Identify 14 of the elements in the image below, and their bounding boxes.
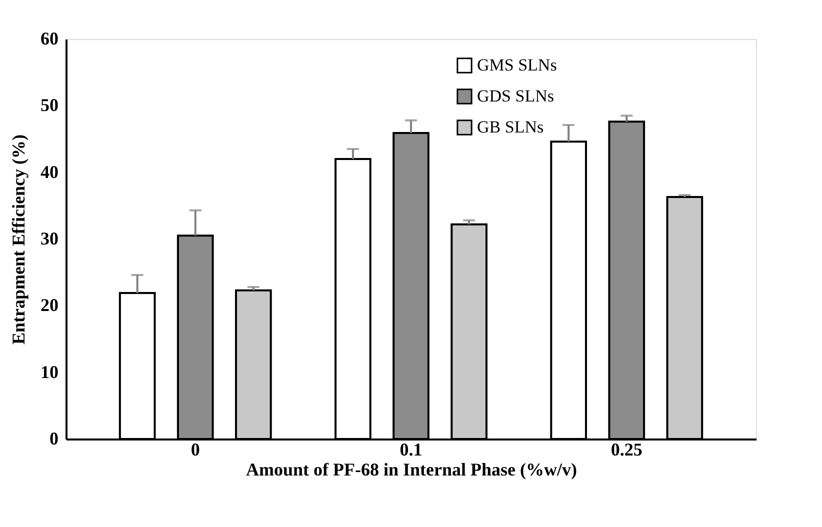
y-axis-title: Entrapment Efficiency (%): [8, 134, 28, 344]
y-tick-label: 30: [40, 228, 58, 248]
legend-label: GDS SLNs: [477, 86, 554, 106]
y-tick-label: 40: [40, 162, 58, 182]
y-tick-label: 60: [40, 28, 58, 48]
x-tick-label: 0: [190, 440, 200, 460]
x-tick-label: 0.1: [400, 440, 422, 460]
x-axis-title: Amount of PF-68 in Internal Phase (%w/v): [246, 460, 577, 480]
x-tick-label: 0.25: [610, 440, 642, 460]
y-tick-label: 50: [40, 95, 58, 116]
legend-label: GB SLNs: [477, 118, 544, 136]
legend-label: GMS SLNs: [477, 56, 557, 74]
y-tick-label: 20: [40, 295, 58, 316]
y-tick-label: 10: [40, 362, 58, 382]
